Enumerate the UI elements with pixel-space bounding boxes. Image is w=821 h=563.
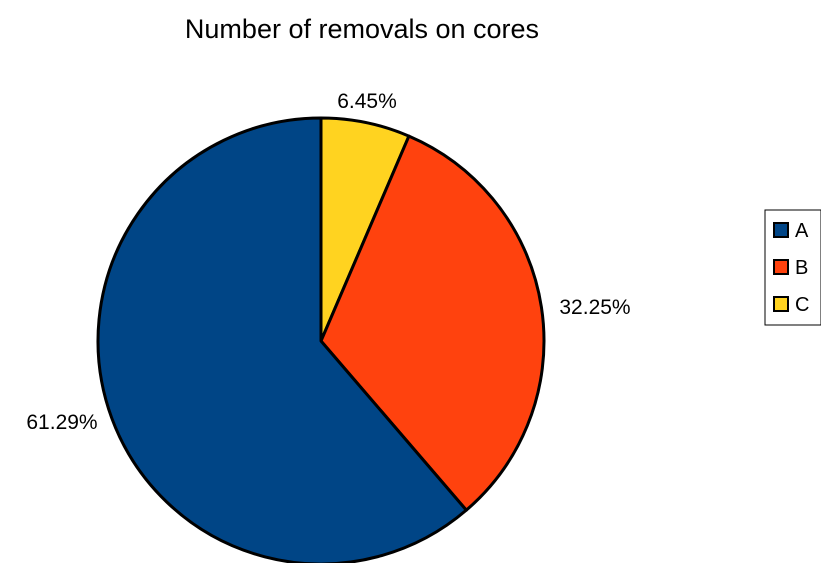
data-label-c: 6.45% (337, 90, 397, 113)
pie-slices (96, 116, 546, 563)
legend-swatch-b (773, 259, 789, 275)
chart-title: Number of removals on cores (185, 14, 539, 44)
legend-swatch-a (773, 222, 789, 238)
pie-slice-b (319, 134, 546, 512)
pie-data-labels: 6.45% 32.25% 61.29% (26, 90, 630, 434)
data-label-b: 32.25% (559, 296, 630, 319)
legend-label-c: C (795, 294, 809, 316)
legend-swatch-c (773, 296, 789, 312)
legend-label-b: B (795, 257, 808, 279)
chart-legend: ABC (764, 209, 821, 326)
legend-label-a: A (795, 220, 809, 242)
pie-slice-a (96, 116, 468, 563)
data-label-a: 61.29% (26, 411, 97, 434)
